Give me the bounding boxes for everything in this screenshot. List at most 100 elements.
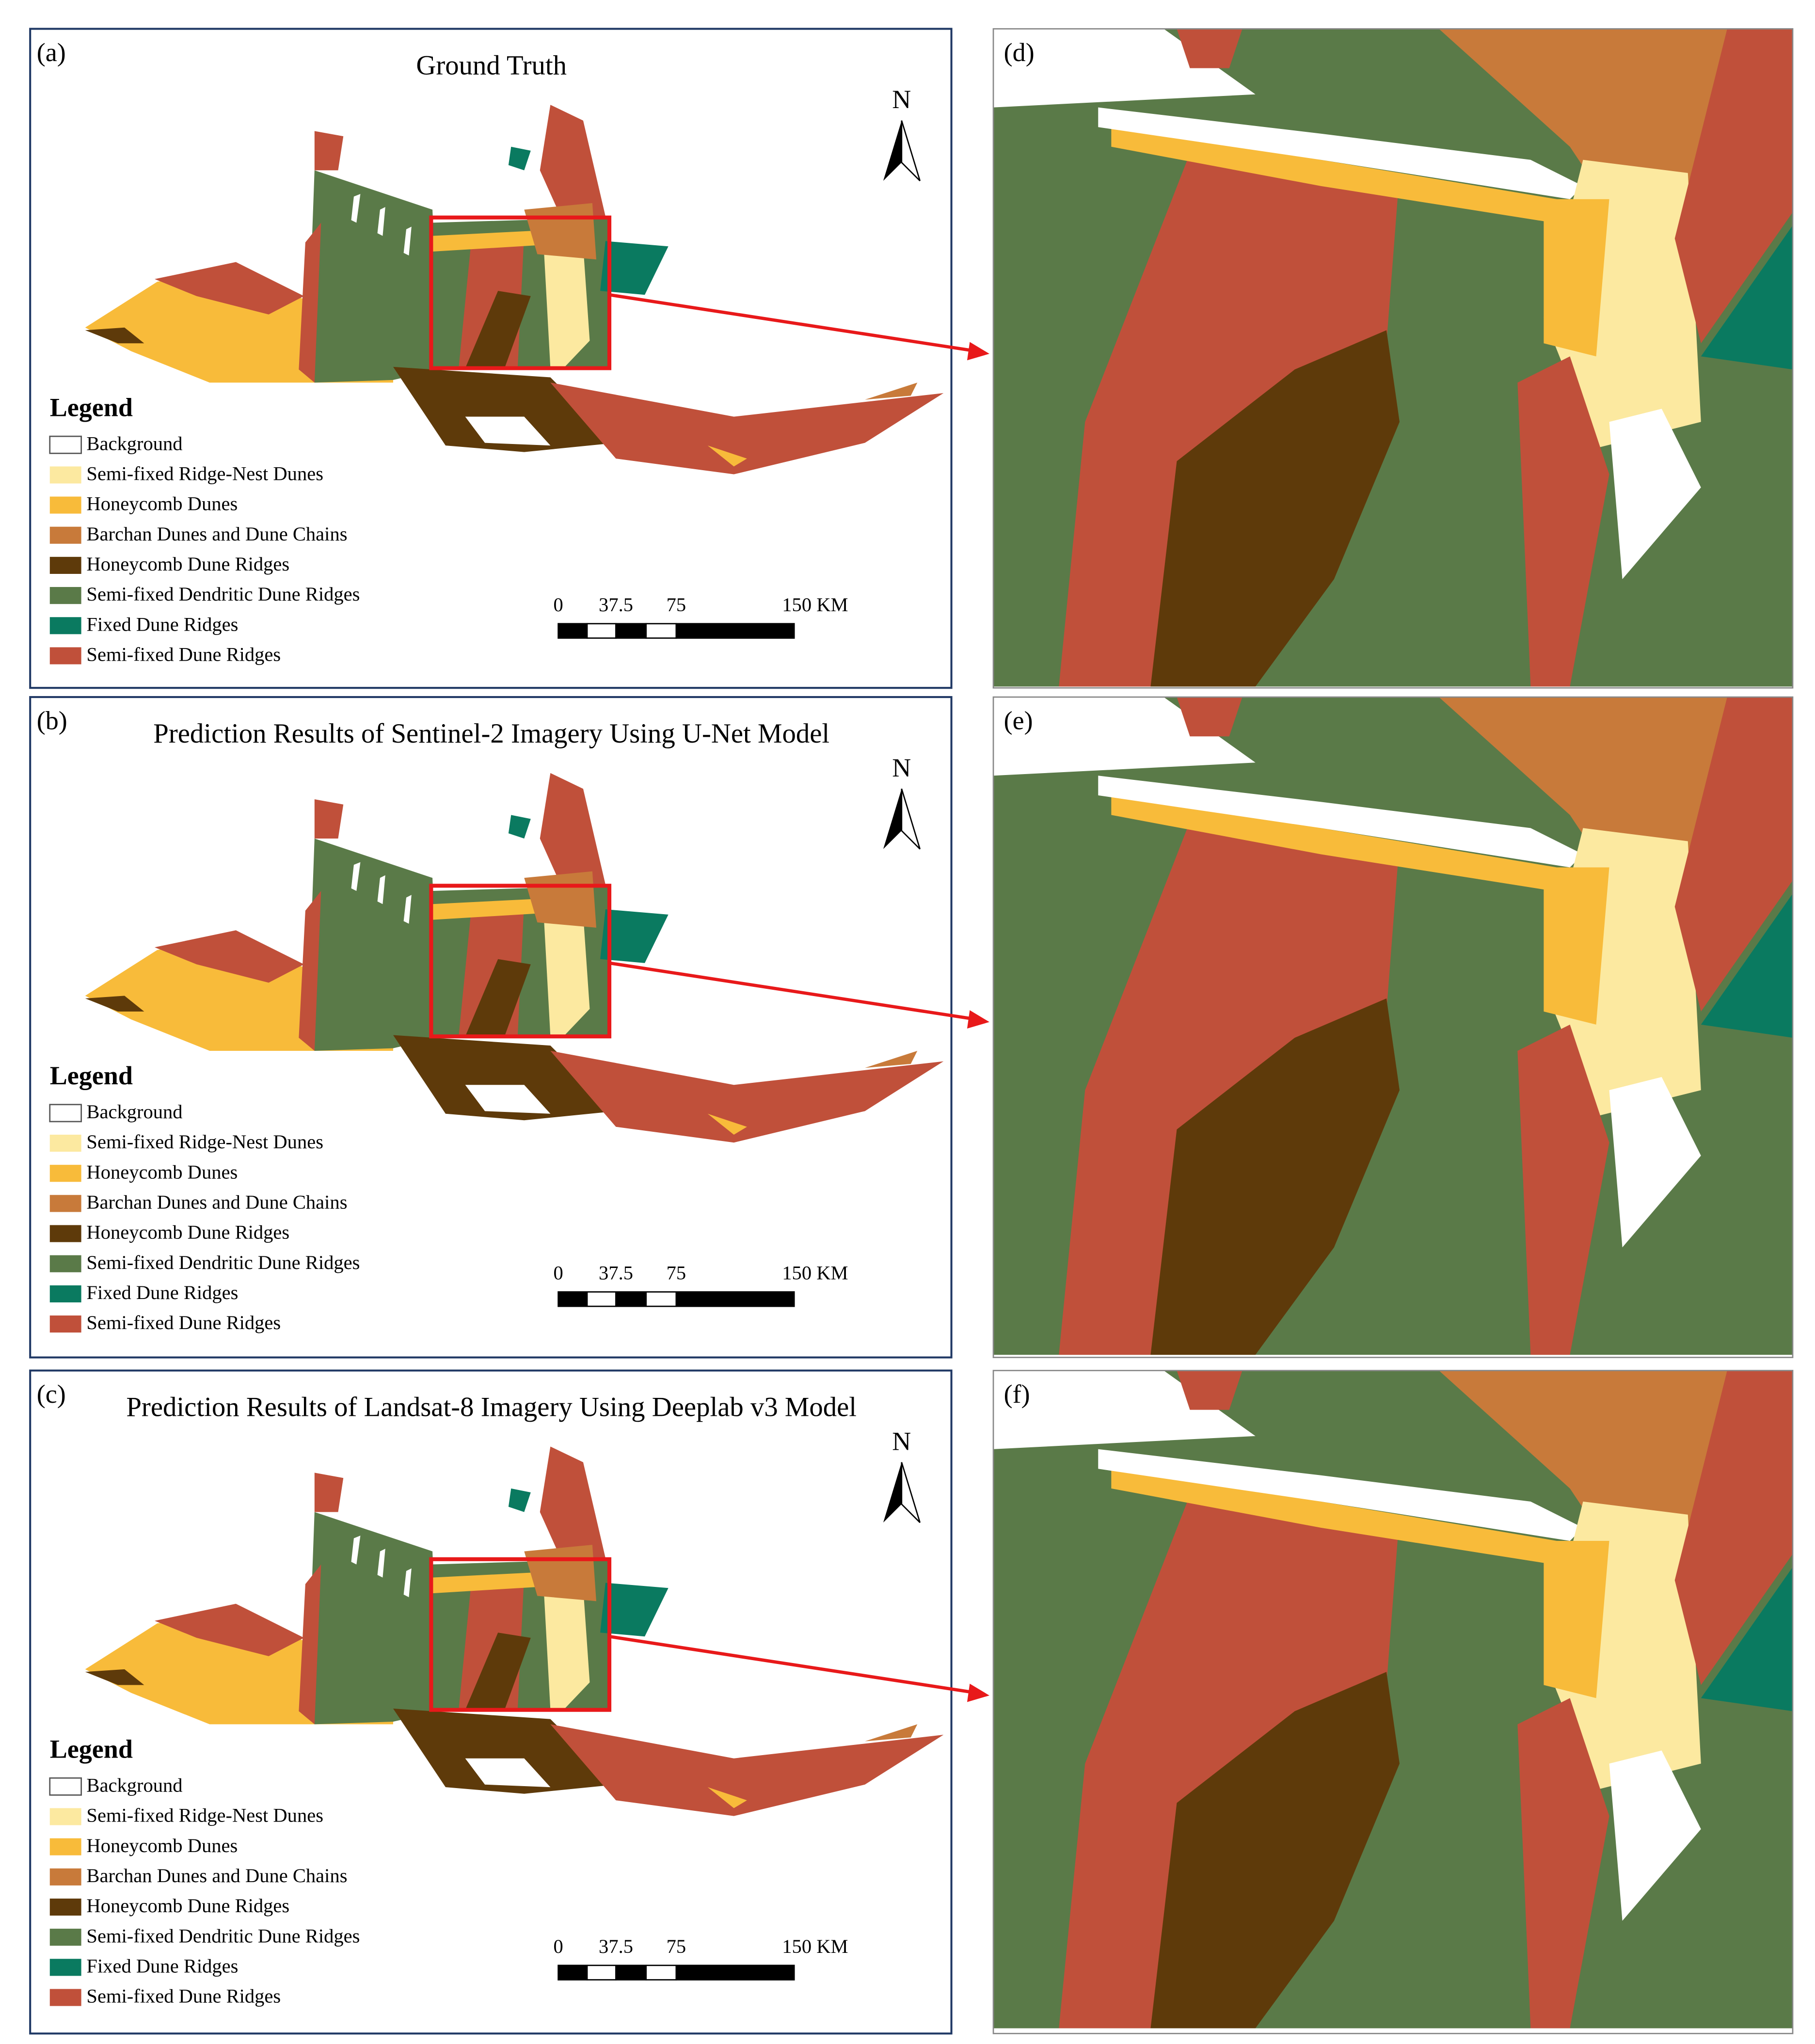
legend-swatch [49, 1104, 82, 1123]
legend-label: Semi-fixed Ridge-Nest Dunes [86, 1131, 323, 1153]
legend-swatch [49, 1898, 81, 1916]
north-arrow [883, 1462, 902, 1523]
scale-label: 150 KM [782, 1262, 848, 1284]
scale-bar [615, 1965, 647, 1981]
legend-swatch [49, 1285, 81, 1302]
panel-label: (f) [1004, 1379, 1030, 1409]
legend-label: Fixed Dune Ridges [86, 613, 238, 635]
legend-label: Honeycomb Dune Ridges [86, 1895, 289, 1917]
arrow-head [967, 1010, 989, 1029]
scale-label: 75 [667, 1262, 686, 1284]
legend-swatch [49, 1134, 81, 1152]
legend-label: Semi-fixed Dune Ridges [86, 644, 281, 665]
scale-bar [586, 1965, 617, 1981]
scale-label: 150 KM [782, 1935, 848, 1957]
legend-swatch [49, 1838, 81, 1855]
north-arrow [901, 120, 921, 181]
legend-swatch [49, 1195, 81, 1212]
scale-bar [557, 1965, 588, 1981]
legend-label: Fixed Dune Ridges [86, 1282, 238, 1303]
legend-swatch [49, 556, 81, 574]
legend-swatch [49, 1929, 81, 1946]
zoom-map [993, 29, 1793, 687]
legend-label: Semi-fixed Dune Ridges [86, 1312, 281, 1333]
map-panel: (c) Prediction Results of Landsat-8 Image… [29, 1369, 989, 2035]
legend-swatch [49, 1225, 81, 1242]
scale-label: 75 [667, 594, 686, 616]
zoom-arrow [609, 293, 977, 353]
legend-label: Honeycomb Dunes [86, 1835, 238, 1856]
legend-swatch [49, 1808, 81, 1825]
scale-label: 0 [553, 594, 563, 616]
legend-swatch [49, 1777, 82, 1796]
legend-label: Semi-fixed Ridge-Nest Dunes [86, 1805, 323, 1826]
zoom-panel: (d) [992, 28, 1794, 689]
zoom-arrow [609, 1634, 977, 1695]
zoom-box [429, 1557, 612, 1712]
map-panel: (b) Prediction Results of Sentinel-2 Imag… [29, 696, 989, 1359]
legend-swatch [49, 1868, 81, 1886]
map-panel: (a) Ground Truth N Legend Background Semi-fix… [29, 28, 989, 689]
zoom-box [429, 884, 612, 1039]
legend-swatch [49, 526, 81, 544]
scale-label: 0 [553, 1262, 563, 1284]
legend-swatch [49, 647, 81, 665]
legend-label: Barchan Dunes and Dune Chains [86, 523, 347, 545]
scale-label: 37.5 [599, 594, 633, 616]
zoom-panel: (e) [992, 696, 1794, 1358]
legend-label: Semi-fixed Dune Ridges [86, 1985, 281, 2007]
legend-label: Semi-fixed Dendritic Dune Ridges [86, 1252, 360, 1273]
panel-frame [992, 28, 1794, 689]
arrow-head [967, 1683, 989, 1702]
legend-swatch [49, 587, 81, 604]
legend-swatch [49, 1165, 81, 1182]
legend-label: Honeycomb Dune Ridges [86, 553, 289, 575]
legend-swatch [49, 617, 81, 634]
north-label: N [892, 1426, 911, 1456]
north-label: N [892, 85, 911, 114]
scale-bar [675, 1965, 795, 1981]
scale-bar [675, 623, 795, 639]
legend-label: Barchan Dunes and Dune Chains [86, 1865, 347, 1886]
legend-swatch [49, 435, 82, 454]
legend-label: Semi-fixed Ridge-Nest Dunes [86, 463, 323, 485]
legend-title: Legend [50, 1061, 133, 1090]
scale-bar [645, 1965, 677, 1981]
legend-label: Honeycomb Dunes [86, 493, 238, 515]
zoom-arrow [609, 961, 977, 1021]
legend-label: Semi-fixed Dendritic Dune Ridges [86, 1925, 360, 1947]
scale-label: 0 [553, 1935, 563, 1957]
scale-bar [615, 1291, 647, 1307]
zoom-map [993, 697, 1793, 1355]
panel-title: Ground Truth [416, 50, 567, 81]
legend-swatch [49, 1315, 81, 1333]
scale-bar [645, 1291, 677, 1307]
scale-label: 150 KM [782, 594, 848, 616]
legend-label: Semi-fixed Dendritic Dune Ridges [86, 583, 360, 605]
panel-frame [992, 1370, 1794, 2034]
legend-label: Fixed Dune Ridges [86, 1955, 238, 1977]
panel-label: (d) [1004, 38, 1035, 67]
scale-label: 75 [667, 1935, 686, 1957]
scale-bar [615, 623, 647, 639]
legend-label: Background [86, 432, 182, 454]
north-arrow [901, 788, 921, 850]
north-label: N [892, 753, 911, 782]
scale-bar [557, 1291, 588, 1307]
north-arrow [883, 120, 902, 181]
panel-label: (a) [37, 38, 66, 67]
legend-title: Legend [50, 1735, 133, 1764]
legend-swatch [49, 496, 81, 514]
scale-bar [645, 623, 677, 639]
scale-bar [586, 623, 617, 639]
zoom-box [429, 215, 612, 370]
legend-swatch [49, 466, 81, 484]
panel-label: (c) [37, 1379, 66, 1409]
legend-swatch [49, 1989, 81, 2006]
legend-title: Legend [50, 393, 133, 422]
north-arrow [901, 1462, 921, 1523]
legend-label: Honeycomb Dune Ridges [86, 1221, 289, 1243]
legend-label: Background [86, 1101, 182, 1123]
panel-title: Prediction Results of Sentinel-2 Imagery… [153, 718, 829, 749]
